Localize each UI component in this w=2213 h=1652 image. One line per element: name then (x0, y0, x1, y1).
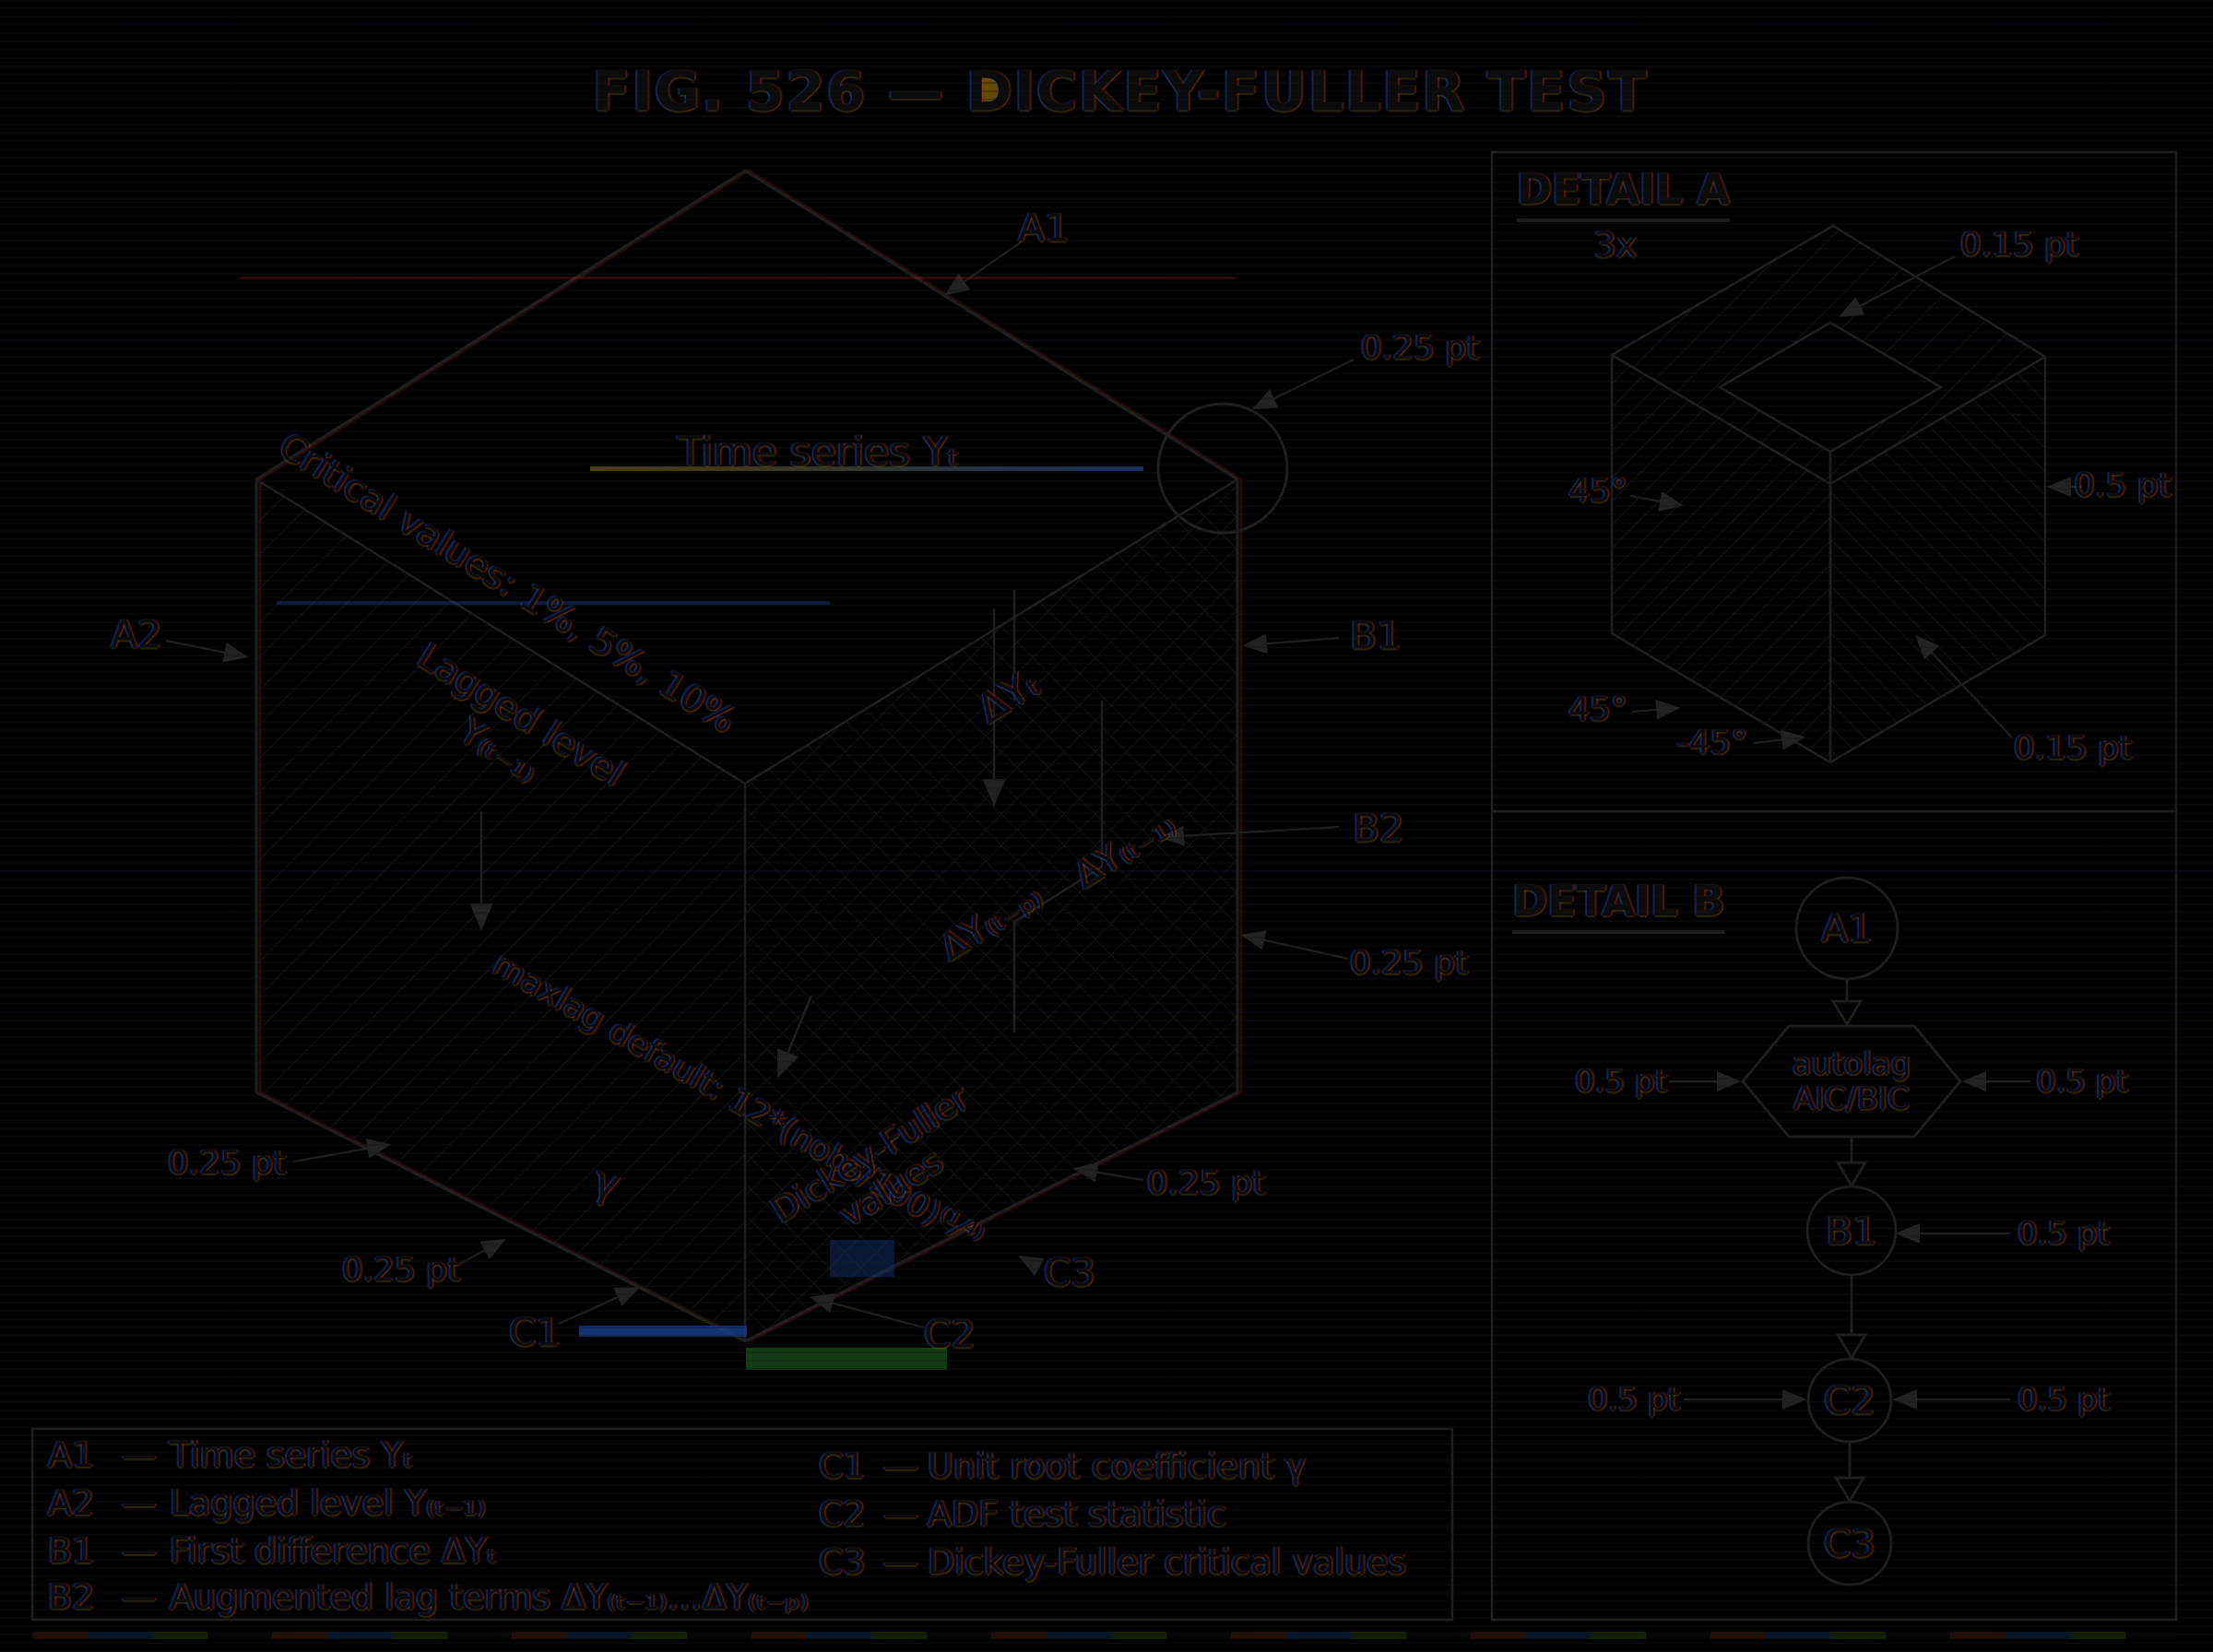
dim-left2: 0.25 pt (341, 1250, 461, 1289)
legend-row: C2 — ADF test statistic (819, 1493, 1226, 1534)
detail-b-dim-c2-right: 0.5 pt (2018, 1380, 2110, 1418)
detail-a-callout-circle (1156, 402, 1289, 535)
detail-b-node-a1: A1 (1821, 905, 1873, 951)
callout-a2: A2 (111, 611, 162, 657)
detail-a-dim-right: 0.5 pt (2074, 466, 2172, 504)
detail-panel-border (1490, 150, 2178, 1622)
detail-a-angle-1: 45° (1568, 471, 1627, 510)
detail-b-dim-hex-left: 0.5 pt (1575, 1062, 1667, 1100)
detail-a-angle-neg: -45° (1676, 723, 1748, 761)
left-face-hatch (256, 479, 745, 1341)
dim-right: 0.25 pt (1349, 943, 1469, 982)
callout-b2: B2 (1353, 805, 1404, 851)
detail-b-node-b1: B1 (1826, 1208, 1877, 1254)
main-leaders (165, 241, 1355, 1329)
detail-b-heading: DETAIL B (1512, 876, 1725, 934)
detail-a-angle-2: 45° (1568, 690, 1627, 728)
detail-a-dim-top: 0.15 pt (1959, 225, 2079, 264)
callout-c2: C2 (923, 1311, 976, 1357)
legend-row: A2 — Lagged level Y₍ₜ₋₁₎ (48, 1482, 487, 1523)
legend-row: B1 — First difference ΔYₜ (48, 1530, 498, 1571)
callout-c1: C1 (508, 1309, 562, 1355)
legend-row: A1 — Time series Yₜ (48, 1434, 414, 1475)
dim-bottom-right: 0.25 pt (1146, 1163, 1266, 1202)
dim-top: 0.25 pt (1360, 328, 1480, 367)
detail-b-hex-label: autolag AIC/BIC (1792, 1044, 1911, 1117)
figure-title: FIG. 526 — DICKEY-FULLER TEST (592, 59, 1649, 124)
detail-b-dim-c2-left: 0.5 pt (1588, 1380, 1680, 1418)
legend-box (30, 1427, 1454, 1622)
detail-a-scale: 3x (1593, 224, 1638, 266)
detail-a-leaders (1629, 255, 2082, 750)
detail-a-dim-bottom: 0.15 pt (2013, 728, 2133, 767)
top-face-label: Time series Yₜ (678, 428, 960, 476)
detail-b-dim-leaders (1669, 1071, 2030, 1410)
legend-row: C3 — Dickey-Fuller critical values (819, 1541, 1407, 1582)
detail-b-dim-hex-right: 0.5 pt (2036, 1062, 2128, 1100)
detail-b-shapes (1741, 876, 1962, 1587)
legend-row: C1 — Unit root coefficient γ (819, 1446, 1307, 1486)
detail-b-dim-b1: 0.5 pt (2018, 1214, 2110, 1252)
callout-a1: A1 (1018, 205, 1070, 251)
node-autolag-hexagon (1741, 1024, 1962, 1139)
right-face-hatch (745, 479, 1237, 1341)
main-cube (254, 169, 1289, 1343)
detail-a-heading: DETAIL A (1517, 164, 1731, 222)
callout-c3: C3 (1043, 1249, 1096, 1295)
legend-row: B2 — Augmented lag terms ΔY₍ₜ₋₁₎…ΔY₍ₜ₋ₚ₎ (48, 1576, 810, 1617)
detail-b-node-c2: C2 (1823, 1377, 1876, 1423)
detail-a-cube (1610, 224, 2047, 764)
detail-b-node-c3: C3 (1823, 1520, 1876, 1566)
dim-left1: 0.25 pt (167, 1143, 287, 1182)
callout-b1: B1 (1350, 612, 1402, 658)
